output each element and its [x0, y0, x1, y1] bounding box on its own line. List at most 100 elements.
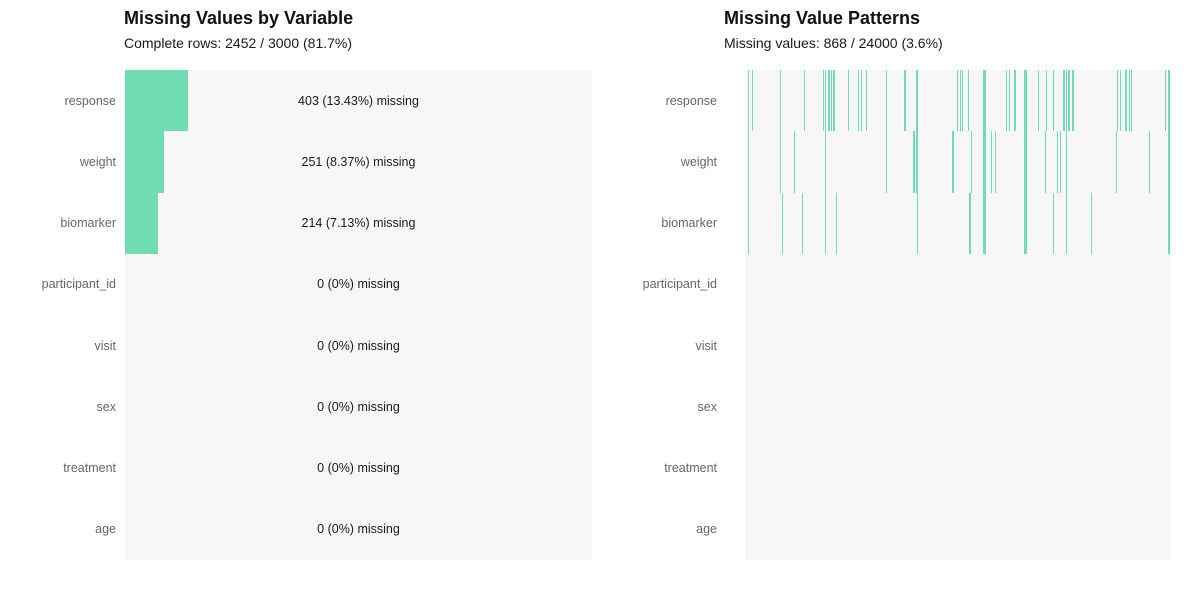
- missing-value-line: [913, 131, 915, 193]
- missing-value-line: [983, 131, 986, 193]
- missing-value-line: [1024, 131, 1027, 193]
- missing-bar: [125, 70, 188, 132]
- missing-value-line: [1130, 70, 1133, 132]
- pattern-plot-area: [745, 70, 1170, 560]
- bar-plot-area: 403 (13.43%) missing 251 (8.37%) missing 2…: [125, 70, 592, 560]
- missing-value-line: [751, 70, 754, 132]
- right-panel-subtitle: Missing values: 868 / 24000 (3.6%): [724, 35, 943, 51]
- missing-value-line: [824, 192, 827, 254]
- missing-count-label: 0 (0%) missing: [317, 461, 400, 476]
- missing-value-line: [1119, 70, 1122, 132]
- y-axis-label: weight: [79, 154, 116, 169]
- left-panel-title: Missing Values by Variable: [124, 8, 354, 28]
- missing-value-line: [857, 70, 859, 132]
- missing-value-line: [1090, 192, 1093, 254]
- missing-value-line: [1149, 131, 1151, 193]
- pattern-row: [745, 438, 1170, 499]
- missing-value-line: [991, 131, 993, 193]
- missing-value-line: [1164, 70, 1167, 132]
- missing-value-line: [1072, 70, 1074, 132]
- y-axis-label: sex: [697, 399, 717, 414]
- missing-count-label: 0 (0%) missing: [317, 522, 400, 537]
- missing-value-line: [904, 70, 906, 132]
- y-axis-label: sex: [96, 399, 116, 414]
- y-axis-label: response: [665, 93, 717, 108]
- missing-value-line: [1053, 70, 1055, 132]
- y-axis-label: visit: [94, 338, 116, 353]
- bar-row: 0 (0%) missing: [125, 499, 592, 560]
- missing-count-label: 251 (8.37%) missing: [301, 154, 416, 169]
- left-panel-subtitle: Complete rows: 2452 / 3000 (81.7%): [124, 35, 353, 51]
- y-axis-label: age: [696, 522, 717, 537]
- missing-value-line: [1053, 192, 1055, 254]
- pattern-row: [745, 70, 1170, 132]
- missing-value-line: [824, 131, 827, 193]
- missing-value-line: [861, 70, 863, 132]
- missing-value-line: [793, 131, 796, 193]
- y-axis-label: biomarker: [60, 216, 116, 231]
- y-axis-label: response: [64, 93, 116, 108]
- missing-value-line: [823, 70, 825, 132]
- missing-value-line: [994, 131, 997, 193]
- missing-value-line: [1059, 131, 1061, 193]
- missing-value-line: [865, 70, 867, 132]
- missing-value-line: [969, 192, 971, 254]
- y-axis-label: treatment: [664, 461, 717, 476]
- missing-value-line: [983, 70, 986, 132]
- missing-value-line: [1168, 131, 1170, 193]
- missing-value-line: [828, 70, 830, 132]
- missing-value-line: [824, 70, 827, 132]
- missing-value-line: [835, 192, 838, 254]
- pattern-row: [745, 499, 1170, 560]
- bar-row: 0 (0%) missing: [125, 438, 592, 499]
- missing-value-line: [1168, 192, 1170, 254]
- missing-value-line: [747, 131, 750, 193]
- y-axis-label: visit: [695, 338, 717, 353]
- missing-value-line: [916, 192, 919, 254]
- missing-value-line: [1005, 70, 1007, 132]
- pattern-row: [745, 315, 1170, 376]
- missing-count-label: 0 (0%) missing: [317, 277, 400, 292]
- missing-value-line: [915, 70, 919, 132]
- missing-value-line: [971, 131, 973, 193]
- right-y-axis-labels: response weight biomarker participant_id vis…: [600, 70, 717, 560]
- y-axis-label: weight: [680, 154, 717, 169]
- missing-count-label: 0 (0%) missing: [317, 399, 400, 414]
- missing-value-line: [962, 70, 964, 132]
- missing-value-line: [1024, 192, 1027, 254]
- bar-row: 403 (13.43%) missing: [125, 70, 592, 132]
- pattern-row: [745, 254, 1170, 315]
- missing-value-line: [1024, 70, 1027, 132]
- missing-value-line: [1068, 70, 1070, 132]
- missing-value-line: [801, 192, 804, 254]
- bar-row: 0 (0%) missing: [125, 376, 592, 437]
- y-axis-label: participant_id: [642, 277, 717, 292]
- missing-value-line: [1129, 70, 1131, 132]
- missing-value-line: [1116, 131, 1118, 193]
- missing-value-line: [779, 70, 782, 132]
- missing-value-line: [833, 70, 835, 132]
- missing-value-line: [804, 70, 806, 132]
- missing-value-line: [967, 70, 969, 132]
- missing-value-line: [1116, 70, 1119, 132]
- pattern-row: [745, 131, 1170, 193]
- missing-value-line: [885, 70, 887, 132]
- missing-value-line: [1014, 70, 1016, 132]
- missing-value-line: [1045, 131, 1047, 193]
- missing-value-line: [960, 70, 962, 132]
- bar-row: 214 (7.13%) missing: [125, 192, 592, 254]
- missing-value-line: [747, 192, 750, 254]
- missing-value-line: [1168, 70, 1170, 132]
- missing-value-line: [983, 192, 986, 254]
- missing-value-line: [952, 131, 954, 193]
- missing-value-line: [830, 70, 833, 132]
- missing-value-line: [747, 70, 750, 132]
- right-panel-title: Missing Value Patterns: [724, 8, 921, 28]
- y-axis-label: participant_id: [41, 277, 116, 292]
- missing-value-line: [1008, 70, 1010, 132]
- missing-count-label: 403 (13.43%) missing: [298, 93, 419, 108]
- missing-bar: [125, 192, 159, 254]
- missing-value-line: [1065, 192, 1068, 254]
- missing-value-line: [1124, 70, 1128, 132]
